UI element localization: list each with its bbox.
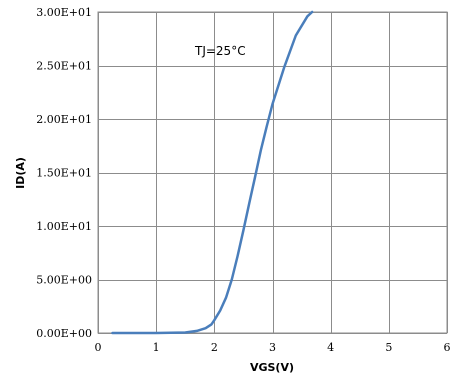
x-tick-label: 6 (444, 341, 450, 354)
x-axis-title: VGS(V) (250, 361, 294, 374)
x-tick-label: 3 (269, 341, 276, 354)
x-axis-ticks: 0 1 2 3 4 5 6 (95, 341, 450, 354)
x-tick-label: 2 (211, 341, 218, 354)
plot-area (97, 11, 448, 334)
y-tick-label: 2.50E+01 (36, 60, 92, 73)
y-tick-label: 3.00E+01 (36, 6, 92, 19)
y-tick-label: 1.00E+01 (36, 220, 92, 233)
y-tick-label: 2.00E+01 (36, 113, 92, 126)
grid-lines (98, 12, 448, 334)
y-tick-label: 1.50E+01 (36, 167, 92, 180)
y-axis-title: ID(A) (14, 157, 27, 189)
x-tick-label: 5 (385, 341, 392, 354)
x-tick-label: 1 (153, 341, 160, 354)
y-tick-label: 0.00E+00 (36, 327, 92, 340)
temperature-annotation: TJ=25°C (194, 44, 246, 58)
id-vs-vgs-line (111, 10, 314, 335)
x-tick-label: 0 (95, 341, 102, 354)
series-layer (111, 10, 314, 335)
plot-frame (97, 11, 448, 334)
x-tick-label: 4 (327, 341, 334, 354)
y-axis-ticks: 0.00E+00 5.00E+00 1.00E+01 1.50E+01 2.00E+01… (36, 6, 92, 340)
y-tick-label: 5.00E+00 (36, 274, 92, 287)
